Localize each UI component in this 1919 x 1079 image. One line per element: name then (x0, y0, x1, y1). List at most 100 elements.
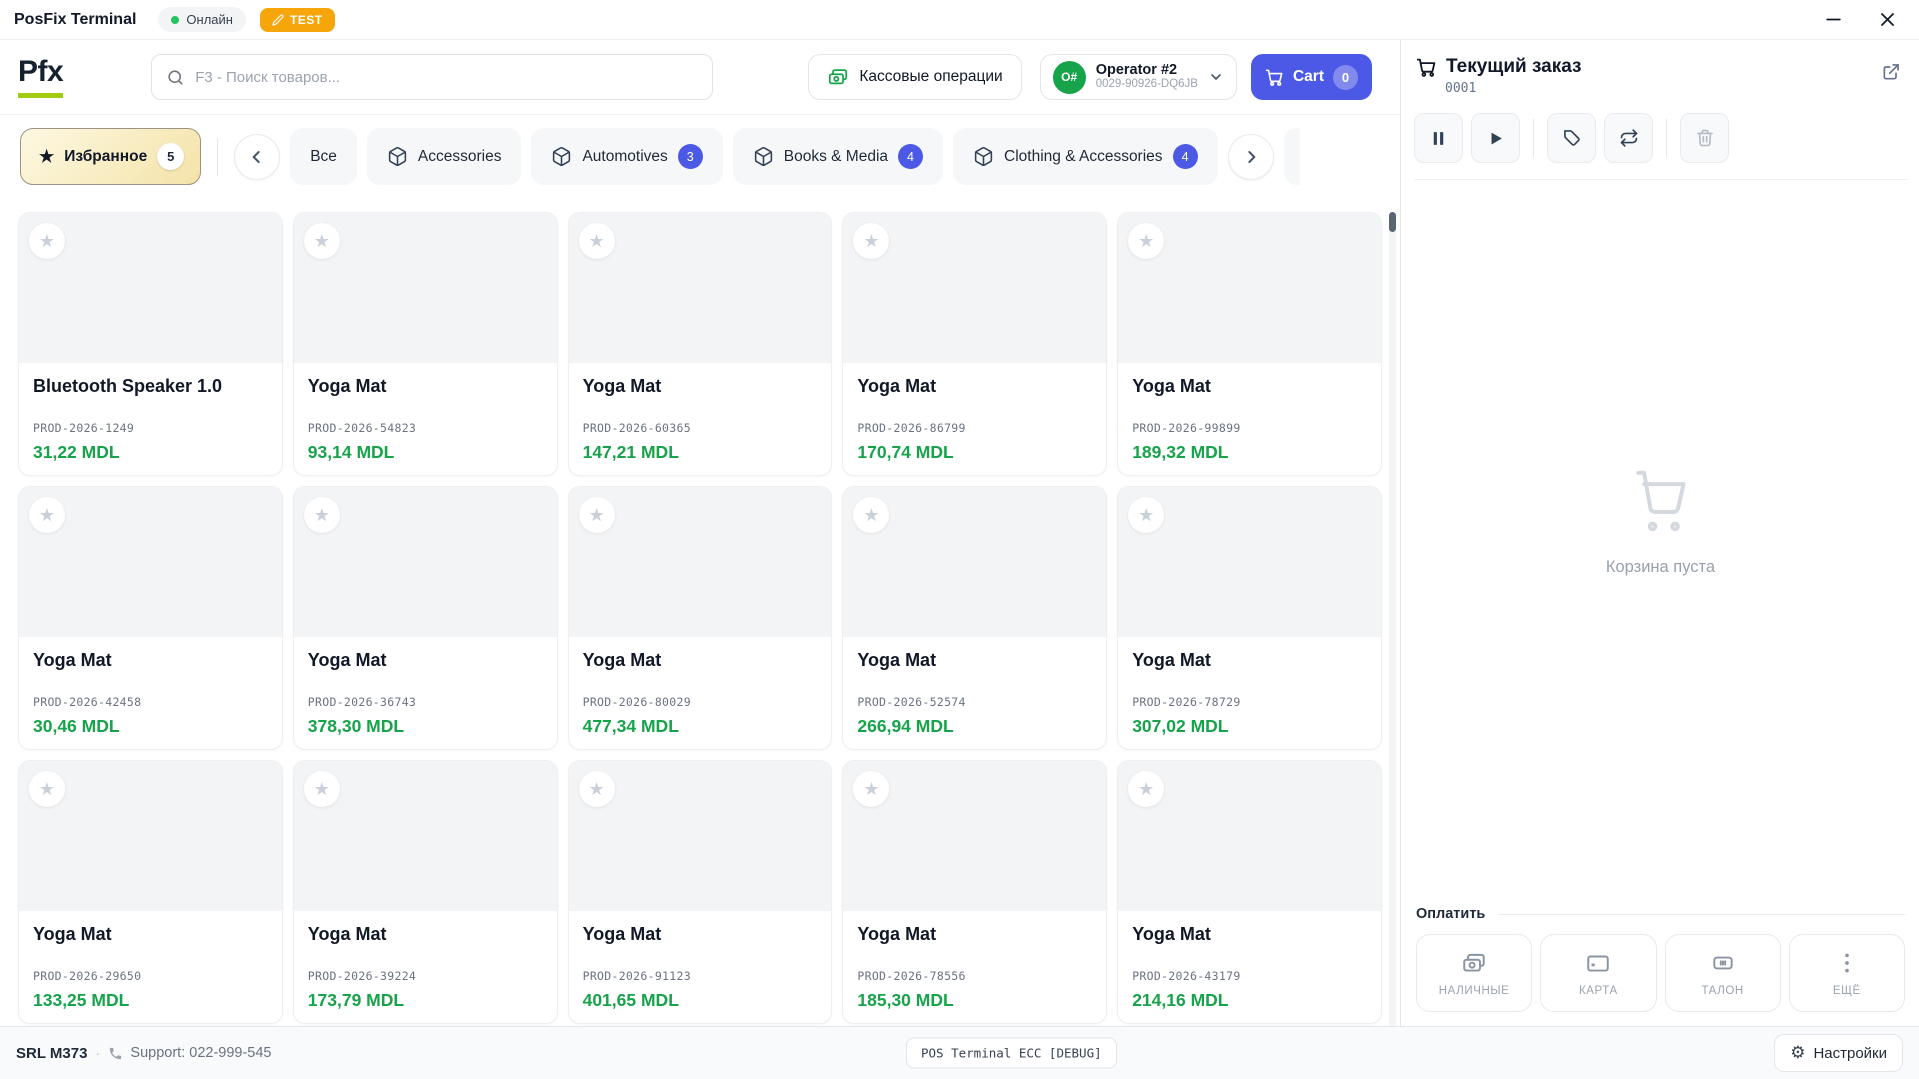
product-price: 189,32 MDL (1132, 442, 1229, 462)
product-code: PROD-2026-99899 (1132, 421, 1241, 435)
tabs-scroll-right-button[interactable] (1227, 133, 1274, 180)
product-card[interactable]: ★ Yoga Mat PROD-2026-80029 477,34 MDL (567, 486, 833, 750)
separator-dot: · (95, 1044, 101, 1062)
product-image-placeholder: ★ (568, 213, 832, 363)
product-code: PROD-2026-29650 (33, 969, 142, 983)
play-icon (1491, 132, 1502, 144)
cart-button[interactable]: Cart 0 (1250, 54, 1372, 100)
controls-separator (1666, 119, 1667, 157)
favorite-toggle-button[interactable]: ★ (1128, 497, 1165, 533)
product-card[interactable]: ★ Yoga Mat PROD-2026-78729 307,02 MDL (1117, 486, 1382, 750)
product-code: PROD-2026-78729 (1132, 695, 1241, 709)
star-icon: ★ (863, 230, 880, 251)
product-price: 30,46 MDL (33, 716, 120, 736)
status-label: Онлайн (186, 12, 233, 27)
favorite-toggle-button[interactable]: ★ (303, 223, 340, 259)
product-card[interactable]: ★ Yoga Mat PROD-2026-91123 401,65 MDL (567, 760, 833, 1024)
tab-books-media[interactable]: Books & Media 4 (732, 128, 944, 185)
operator-selector[interactable]: O# Operator #2 0029-90926-DQ6JB (1039, 54, 1237, 100)
tab-all[interactable]: Все (290, 128, 357, 185)
support-label: Support: 022-999-545 (130, 1045, 272, 1061)
gear-icon: ⚙ (1790, 1042, 1806, 1063)
favorite-toggle-button[interactable]: ★ (578, 223, 615, 259)
discount-tag-button[interactable] (1547, 113, 1596, 163)
window-titlebar: PosFix Terminal Онлайн TEST (0, 0, 1919, 40)
favorite-toggle-button[interactable]: ★ (303, 497, 340, 533)
star-icon: ★ (313, 504, 330, 525)
cash-operations-icon (829, 69, 848, 85)
pay-voucher-label: ТАЛОН (1701, 984, 1744, 997)
grid-scrollbar[interactable] (1389, 212, 1396, 1026)
star-icon: ★ (863, 778, 880, 799)
favorite-toggle-button[interactable]: ★ (578, 497, 615, 533)
product-card[interactable]: ★ Yoga Mat PROD-2026-29650 133,25 MDL (18, 760, 283, 1024)
resume-order-button[interactable] (1471, 113, 1520, 163)
close-button[interactable] (1869, 6, 1905, 34)
product-name: Yoga Mat (857, 650, 937, 670)
search-input[interactable] (195, 68, 699, 86)
minimize-button[interactable] (1815, 6, 1851, 34)
star-icon: ★ (863, 504, 880, 525)
favorite-toggle-button[interactable]: ★ (853, 771, 890, 807)
product-price: 378,30 MDL (307, 716, 405, 736)
product-card[interactable]: ★ Yoga Mat PROD-2026-39224 173,79 MDL (292, 760, 558, 1024)
tab-automotives[interactable]: Automotives 3 (531, 128, 723, 185)
favorite-toggle-button[interactable]: ★ (29, 223, 65, 259)
product-image-placeholder: ★ (19, 761, 282, 911)
tabs-scroll-left-button[interactable] (234, 133, 281, 180)
product-image-placeholder: ★ (843, 213, 1107, 363)
tab-accessories-label: Accessories (417, 147, 502, 165)
product-search[interactable] (151, 54, 714, 100)
star-icon: ★ (1138, 778, 1155, 799)
favorite-toggle-button[interactable]: ★ (853, 223, 890, 259)
current-order-panel: Текущий заказ 0001 (1401, 40, 1919, 1026)
product-price: 147,21 MDL (582, 442, 679, 462)
pay-card-button[interactable]: КАРТА (1540, 934, 1657, 1012)
chevron-down-icon (1211, 74, 1221, 80)
product-card[interactable]: ★ Yoga Mat PROD-2026-99899 189,32 MDL (1117, 212, 1382, 476)
product-name: Yoga Mat (582, 924, 662, 944)
product-card[interactable]: ★ Yoga Mat PROD-2026-52574 266,94 MDL (842, 486, 1108, 750)
payment-section: Оплатить НАЛИЧНЫЕ КАРТА ТАЛОН (1414, 906, 1907, 1012)
product-price: 31,22 MDL (33, 442, 120, 462)
product-card[interactable]: ★ Yoga Mat PROD-2026-42458 30,46 MDL (18, 486, 283, 750)
pause-icon (1433, 131, 1444, 145)
chevron-left-icon (252, 150, 260, 163)
tab-accessories[interactable]: Accessories (366, 128, 522, 185)
pencil-icon (272, 13, 284, 26)
tab-clothing-accessories[interactable]: Clothing & Accessories 4 (953, 128, 1218, 185)
favorite-toggle-button[interactable]: ★ (578, 771, 615, 807)
tab-favorites[interactable]: ★ Избранное 5 (20, 128, 202, 185)
favorite-toggle-button[interactable]: ★ (1128, 771, 1165, 807)
product-card[interactable]: ★ Yoga Mat PROD-2026-54823 93,14 MDL (292, 212, 558, 476)
pay-more-button[interactable]: ЕЩЁ (1788, 934, 1905, 1012)
open-external-button[interactable] (1881, 62, 1901, 82)
switch-order-button[interactable] (1604, 113, 1653, 163)
product-code: PROD-2026-91123 (582, 969, 691, 983)
product-name: Yoga Mat (307, 650, 387, 670)
pay-voucher-button[interactable]: ТАЛОН (1664, 934, 1781, 1012)
product-card[interactable]: ★ Yoga Mat PROD-2026-78556 185,30 MDL (842, 760, 1108, 1024)
clear-order-button[interactable] (1680, 113, 1729, 163)
empty-cart-icon (1635, 470, 1686, 531)
settings-button[interactable]: ⚙ Настройки (1774, 1034, 1903, 1072)
product-price: 307,02 MDL (1132, 716, 1229, 736)
product-card[interactable]: ★ Yoga Mat PROD-2026-36743 378,30 MDL (292, 486, 558, 750)
product-card[interactable]: ★ Bluetooth Speaker 1.0 PROD-2026-1249 3… (18, 212, 283, 476)
hold-order-button[interactable] (1414, 113, 1463, 163)
product-card[interactable]: ★ Yoga Mat PROD-2026-86799 170,74 MDL (842, 212, 1108, 476)
product-name: Yoga Mat (33, 650, 112, 670)
favorite-toggle-button[interactable]: ★ (29, 771, 65, 807)
favorite-toggle-button[interactable]: ★ (29, 497, 65, 533)
status-bar: SRL M373 · Support: 022-999-545 POS Term… (0, 1026, 1919, 1079)
product-price: 477,34 MDL (582, 716, 679, 736)
favorite-toggle-button[interactable]: ★ (1128, 223, 1165, 259)
favorite-toggle-button[interactable]: ★ (303, 771, 340, 807)
favorite-toggle-button[interactable]: ★ (853, 497, 890, 533)
cash-operations-button[interactable]: Кассовые операции (808, 54, 1022, 100)
cart-label: Cart (1292, 68, 1324, 85)
product-card[interactable]: ★ Yoga Mat PROD-2026-43179 214,16 MDL (1117, 760, 1382, 1024)
product-card[interactable]: ★ Yoga Mat PROD-2026-60365 147,21 MDL (567, 212, 833, 476)
pay-cash-button[interactable]: НАЛИЧНЫЕ (1416, 934, 1533, 1012)
grid-scrollbar-thumb[interactable] (1389, 212, 1396, 232)
